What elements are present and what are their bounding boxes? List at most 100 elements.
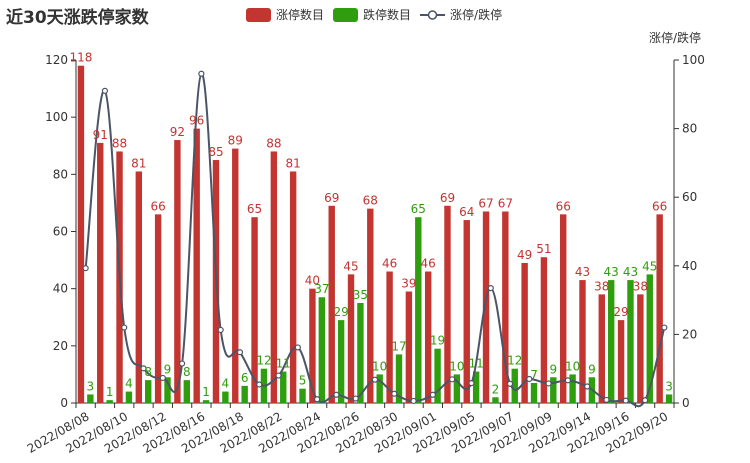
- y-axis-left-tick-label: 20: [53, 339, 68, 353]
- y-axis-left-tick-label: 100: [45, 110, 68, 124]
- limit-down-bar: [646, 274, 653, 403]
- y-axis-left-tick-label: 80: [53, 167, 68, 181]
- limit-up-data-label: 38: [594, 279, 609, 293]
- limit-down-data-label: 17: [391, 339, 406, 353]
- legend-item-limit-down[interactable]: 跌停数目: [333, 6, 411, 23]
- legend-item-ratio[interactable]: 涨停/跌停: [420, 6, 502, 23]
- ratio-point: [410, 397, 417, 405]
- limit-down-bar: [357, 302, 364, 403]
- limit-up-bar: [444, 205, 451, 403]
- limit-up-bar: [174, 140, 181, 404]
- y-axis-right-tick-label: 60: [682, 190, 697, 204]
- limit-down-bar: [299, 388, 306, 403]
- limit-up-bar: [135, 171, 143, 403]
- limit-down-bar: [376, 374, 383, 403]
- limit-up-bar: [77, 65, 85, 403]
- limit-up-data-label: 92: [170, 125, 185, 139]
- limit-up-data-label: 65: [247, 202, 262, 216]
- limit-up-data-label: 46: [382, 257, 397, 271]
- limit-up-bar: [154, 214, 162, 403]
- limit-up-data-label: 69: [440, 191, 455, 205]
- limit-up-data-label: 40: [305, 274, 320, 288]
- limit-up-data-label: 64: [459, 205, 474, 219]
- limit-down-bar: [337, 320, 345, 403]
- limit-down-bar: [530, 382, 538, 403]
- y-axis-left-tick-label: 0: [60, 396, 68, 410]
- legend-line-icon: [420, 9, 446, 20]
- ratio-point: [236, 349, 244, 356]
- limit-up-data-label: 38: [633, 279, 648, 293]
- ratio-point: [622, 397, 629, 404]
- limit-down-data-label: 43: [604, 265, 619, 279]
- ratio-point: [449, 376, 456, 383]
- limit-down-data-label: 8: [144, 365, 152, 379]
- limit-up-bar: [347, 274, 355, 403]
- limit-up-data-label: 46: [421, 257, 436, 271]
- limit-down-bar: [607, 280, 615, 403]
- ratio-point: [333, 391, 340, 398]
- limit-down-bar: [164, 377, 171, 403]
- legend-swatch-limit-down: [333, 7, 359, 22]
- limit-down-data-label: 2: [492, 382, 500, 396]
- limit-down-bar: [241, 385, 248, 403]
- limit-down-data-label: 4: [125, 377, 133, 391]
- limit-down-bar: [453, 374, 461, 403]
- limit-down-bar: [665, 394, 673, 403]
- limit-down-data-label: 19: [430, 334, 445, 348]
- y-axis-left-tick-label: 60: [53, 225, 68, 239]
- y-axis-right-tick-label: 20: [682, 327, 697, 341]
- limit-down-data-label: 3: [665, 379, 673, 393]
- legend: 涨停数目 跌停数目 涨停/跌停: [246, 6, 511, 23]
- limit-down-bar: [550, 377, 557, 403]
- ratio-point: [294, 344, 301, 351]
- limit-up-data-label: 68: [363, 194, 378, 208]
- data-labels: 1189188816692968589658881406945684639466…: [69, 51, 672, 399]
- limit-up-bar: [637, 294, 644, 403]
- limit-down-data-label: 29: [333, 305, 348, 319]
- limit-up-data-label: 88: [266, 136, 281, 150]
- limit-up-bar: [579, 280, 586, 403]
- limit-down-bar: [511, 368, 518, 403]
- limit-up-bar: [328, 205, 335, 403]
- ratio-point: [82, 265, 89, 272]
- limit-up-data-label: 43: [575, 265, 590, 279]
- limit-up-bar: [232, 148, 239, 403]
- legend-label-limit-up: 涨停数目: [276, 8, 325, 22]
- limit-down-data-label: 43: [623, 265, 638, 279]
- ratio-point: [256, 381, 263, 388]
- limit-up-bar: [521, 262, 528, 403]
- limit-up-bar: [386, 271, 393, 403]
- legend-label-ratio: 涨停/跌停: [450, 8, 503, 22]
- limit-down-data-label: 5: [299, 374, 307, 388]
- limit-up-data-label: 81: [285, 156, 300, 170]
- legend-item-limit-up[interactable]: 涨停数目: [246, 6, 324, 23]
- limit-up-bar: [97, 142, 104, 403]
- line-series: [82, 70, 668, 408]
- limit-up-bar: [251, 217, 258, 403]
- limit-up-data-label: 49: [517, 248, 532, 262]
- limit-up-data-label: 85: [208, 145, 223, 159]
- limit-down-data-label: 65: [411, 202, 426, 216]
- limit-up-data-label: 88: [112, 136, 127, 150]
- y-axis-left-tick-label: 40: [53, 282, 68, 296]
- limit-up-data-label: 96: [189, 114, 204, 128]
- limit-down-bar: [222, 391, 229, 403]
- limit-down-data-label: 12: [507, 354, 522, 368]
- limit-up-data-label: 66: [556, 199, 571, 213]
- ratio-point: [352, 395, 359, 402]
- limit-down-bar: [318, 297, 326, 403]
- ratio-point: [391, 390, 398, 397]
- ratio-point: [545, 380, 552, 387]
- limit-up-bar: [405, 291, 413, 403]
- limit-up-data-label: 91: [93, 128, 108, 142]
- limit-up-data-label: 81: [131, 156, 146, 170]
- ratio-point: [661, 324, 668, 331]
- limit-up-bar: [289, 171, 297, 403]
- limit-down-data-label: 3: [87, 379, 95, 393]
- ratio-point: [217, 326, 224, 334]
- limit-up-data-label: 66: [150, 199, 165, 213]
- limit-down-data-label: 10: [372, 359, 387, 373]
- limit-up-bar: [463, 220, 470, 403]
- limit-down-bar: [145, 380, 152, 403]
